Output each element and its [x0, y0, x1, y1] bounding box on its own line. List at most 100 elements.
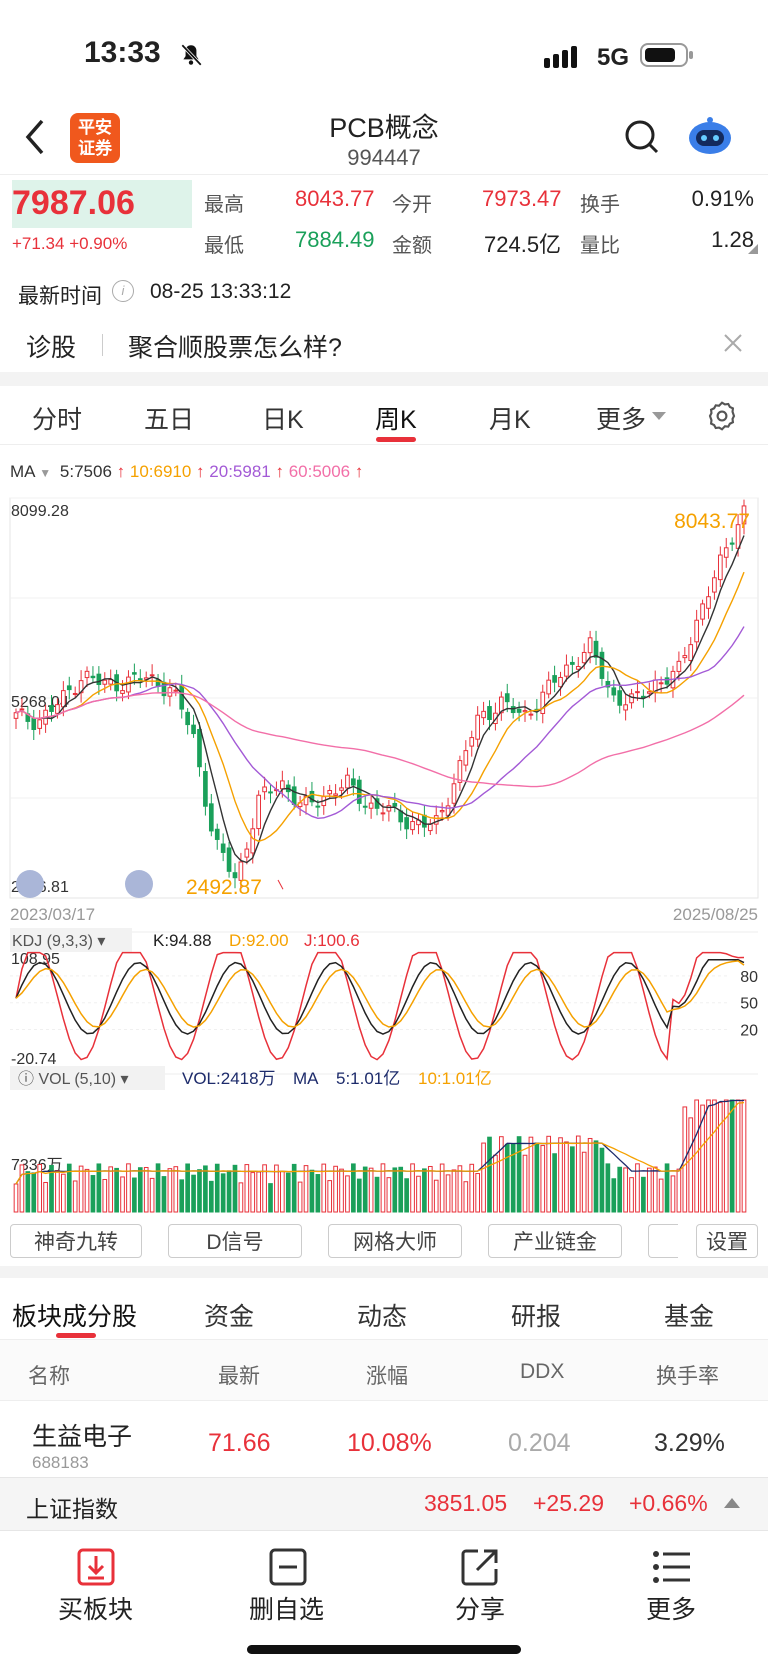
volume-bar — [66, 1163, 72, 1213]
candle-body — [688, 644, 694, 661]
volume-bar — [629, 1177, 634, 1213]
candle-body — [232, 872, 238, 879]
ma-dropdown-icon: ▼ — [39, 466, 52, 480]
nav-more[interactable]: 更多 — [646, 1596, 697, 1624]
table-row[interactable]: 生益电子 688183 71.66 10.08% 0.204 3.29% — [0, 1401, 768, 1477]
candle-body — [161, 681, 167, 697]
x-tick-label: 2025/08/25 — [673, 905, 758, 924]
volume-bar — [445, 1174, 451, 1213]
nav-remove-watchlist[interactable]: 删自选 — [249, 1596, 325, 1624]
info-icon[interactable]: i — [112, 280, 134, 302]
tab-five-day[interactable]: 五日 — [144, 406, 195, 434]
volume-bar — [297, 1181, 303, 1213]
candle-body — [611, 687, 617, 696]
volume-bar — [528, 1136, 534, 1213]
ma-legend[interactable]: MA ▼ 5:7506 ↑ 10:6910 ↑ 20:5981 ↑ 60:500… — [10, 462, 363, 482]
index-name: 上证指数 — [26, 1496, 118, 1522]
col-change[interactable]: 涨幅 — [366, 1365, 408, 1388]
nav-share[interactable]: 分享 — [455, 1596, 506, 1624]
volume-bar — [564, 1141, 569, 1213]
volume-bar — [238, 1182, 244, 1213]
candle-body — [575, 666, 581, 670]
candle-body — [380, 812, 386, 815]
volume-bar — [386, 1177, 392, 1213]
volume-bar — [339, 1168, 344, 1213]
index-pct: +0.66% — [629, 1490, 708, 1516]
volume-bar — [469, 1163, 475, 1213]
index-bar[interactable]: 上证指数 3851.05 +25.29 +0.66% — [0, 1477, 768, 1530]
ma20-up-icon: ↑ — [270, 462, 289, 481]
volume-bar — [729, 1099, 735, 1213]
vol-value: VOL:2418万 — [182, 1069, 276, 1088]
grid-master-button[interactable]: 网格大师 — [328, 1224, 462, 1258]
active-tab-indicator — [376, 437, 416, 442]
volume-bar — [309, 1169, 315, 1213]
nav-buy-sector[interactable]: 买板块 — [58, 1596, 134, 1624]
volume-bar — [487, 1136, 492, 1213]
buy-sector-icon[interactable] — [76, 1547, 116, 1592]
candle-body — [167, 687, 173, 697]
expand-corner-icon[interactable] — [748, 244, 758, 254]
magic-nine-button[interactable]: 神奇九转 — [10, 1224, 142, 1258]
amount-label: 金额 — [392, 235, 432, 257]
partial-tool-button[interactable] — [648, 1224, 678, 1258]
candle-body — [84, 670, 90, 679]
more-menu-icon[interactable] — [652, 1549, 692, 1590]
tab-intraday[interactable]: 分时 — [32, 406, 83, 434]
tab-daily-k[interactable]: 日K — [262, 406, 304, 434]
diagnose-row[interactable] — [0, 318, 768, 372]
candle-body — [552, 675, 557, 683]
industry-chain-button[interactable]: 产业链金 — [488, 1224, 622, 1258]
search-icon[interactable] — [624, 119, 660, 160]
candle-body — [676, 660, 682, 672]
volume-bar — [78, 1165, 84, 1213]
volume-bar — [149, 1177, 155, 1213]
volume-bar — [96, 1163, 102, 1213]
col-turnover[interactable]: 换手率 — [656, 1365, 719, 1388]
remove-watchlist-icon[interactable] — [268, 1547, 308, 1592]
candle-body — [623, 704, 628, 711]
index-change: +25.29 — [533, 1490, 604, 1516]
stock-chart[interactable]: 8099.285268.042436.812023/03/172025/08/2… — [0, 490, 768, 1220]
volume-bar — [398, 1166, 404, 1213]
volume-bar — [356, 1178, 362, 1213]
candle-body — [741, 505, 747, 525]
volume-bar — [404, 1178, 409, 1213]
robot-assistant-icon[interactable] — [687, 114, 733, 163]
col-ddx[interactable]: DDX — [520, 1360, 565, 1383]
volume-bar — [244, 1164, 250, 1213]
share-icon[interactable] — [460, 1547, 500, 1592]
candle-body — [498, 696, 504, 714]
candle-body — [605, 680, 611, 688]
expand-up-icon[interactable] — [724, 1498, 740, 1508]
volume-bar — [540, 1145, 546, 1213]
tab-capital[interactable]: 资金 — [204, 1303, 255, 1331]
tab-news[interactable]: 动态 — [357, 1303, 408, 1331]
gear-icon[interactable] — [706, 400, 738, 437]
tab-funds[interactable]: 基金 — [664, 1303, 715, 1331]
candle-body — [185, 711, 190, 726]
tab-monthly-k[interactable]: 月K — [489, 406, 531, 434]
candle-body — [72, 692, 78, 695]
candle-body — [250, 828, 256, 854]
section-gap-2 — [0, 1266, 768, 1278]
ma-label: MA — [10, 462, 35, 481]
tab-more[interactable]: 更多 — [596, 406, 647, 434]
tab-weekly-k[interactable]: 周K — [375, 406, 417, 434]
candle-body — [386, 805, 392, 812]
volume-bar — [475, 1173, 480, 1213]
candle-body — [339, 787, 344, 791]
back-icon[interactable] — [22, 117, 48, 162]
tab-constituents[interactable]: 板块成分股 — [12, 1303, 138, 1331]
tab-research[interactable]: 研报 — [511, 1303, 562, 1331]
kdj-k-value: K:94.88 — [153, 931, 212, 950]
close-icon[interactable] — [722, 332, 744, 359]
volume-bar — [546, 1135, 552, 1213]
col-price[interactable]: 最新 — [218, 1365, 260, 1388]
diagnose-separator — [102, 334, 103, 356]
d-signal-button[interactable]: D信号 — [168, 1224, 302, 1258]
min-price-pointer — [277, 879, 284, 890]
turnover-label: 换手 — [580, 194, 620, 216]
candle-body — [268, 791, 273, 794]
settings-button[interactable]: 设置 — [696, 1224, 758, 1258]
